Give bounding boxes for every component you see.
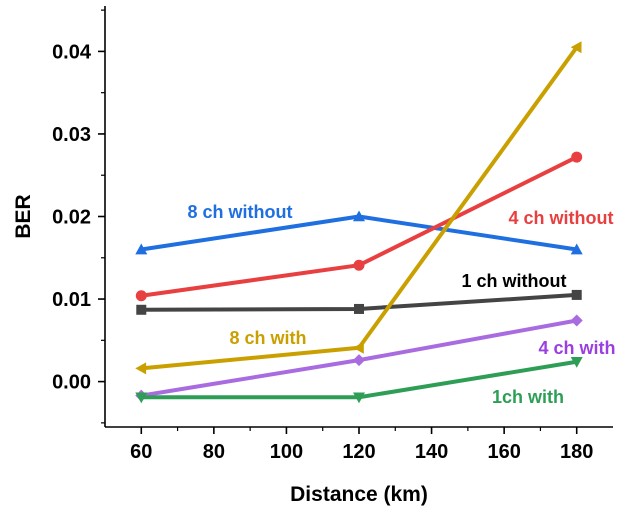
axes: 60 80 100 120 140 160 180 0.00 0.01 0.02 0.03 0.04 — [52, 6, 613, 463]
y-tick-label: 0.02 — [52, 207, 91, 229]
annotation-label: 1 ch without — [462, 271, 567, 291]
data-point — [135, 243, 148, 255]
y-axis-title: BER — [12, 194, 35, 238]
series-8-ch-without — [135, 210, 583, 255]
x-axis-title: Distance (km) — [290, 483, 428, 506]
x-tick-label: 140 — [415, 441, 448, 463]
data-point — [353, 354, 365, 367]
data-point — [353, 210, 365, 222]
data-point — [571, 151, 583, 163]
data-point — [570, 243, 583, 255]
annotation-label: 1ch with — [492, 387, 564, 407]
annotation-label: 4 ch with — [538, 338, 615, 358]
y-tick-label: 0.03 — [52, 124, 91, 146]
series-1-ch-without — [136, 289, 582, 315]
annotation-label: 8 ch with — [229, 328, 306, 348]
data-point — [135, 290, 147, 302]
data-point — [570, 356, 583, 368]
data-point — [354, 303, 364, 314]
data-point — [353, 341, 364, 354]
x-tick-label: 160 — [487, 441, 520, 463]
x-tick-label: 120 — [342, 441, 375, 463]
data-point — [570, 314, 583, 327]
series-1ch-with — [135, 356, 583, 404]
series-4-ch-without — [135, 151, 583, 302]
data-point — [571, 289, 582, 300]
annotation-label: 4 ch without — [509, 208, 614, 228]
series-8-ch-with — [135, 41, 582, 375]
x-tick-label: 60 — [130, 441, 152, 463]
data-point — [135, 362, 147, 375]
x-tick-label: 100 — [270, 441, 303, 463]
y-tick-label: 0.04 — [52, 41, 92, 63]
y-tick-label: 0.01 — [52, 289, 91, 311]
data-point — [353, 392, 365, 404]
series-layer — [135, 41, 583, 404]
x-tick-label: 180 — [560, 441, 593, 463]
y-tick-label: 0.00 — [52, 372, 91, 394]
data-point — [570, 41, 582, 54]
data-point — [353, 259, 365, 271]
data-point — [135, 392, 148, 404]
x-tick-label: 80 — [203, 441, 225, 463]
annotation-layer: 8 ch without 4 ch without 1 ch without 8 ch… — [188, 202, 616, 407]
annotation-label: 8 ch without — [188, 202, 293, 222]
data-point — [136, 304, 147, 315]
